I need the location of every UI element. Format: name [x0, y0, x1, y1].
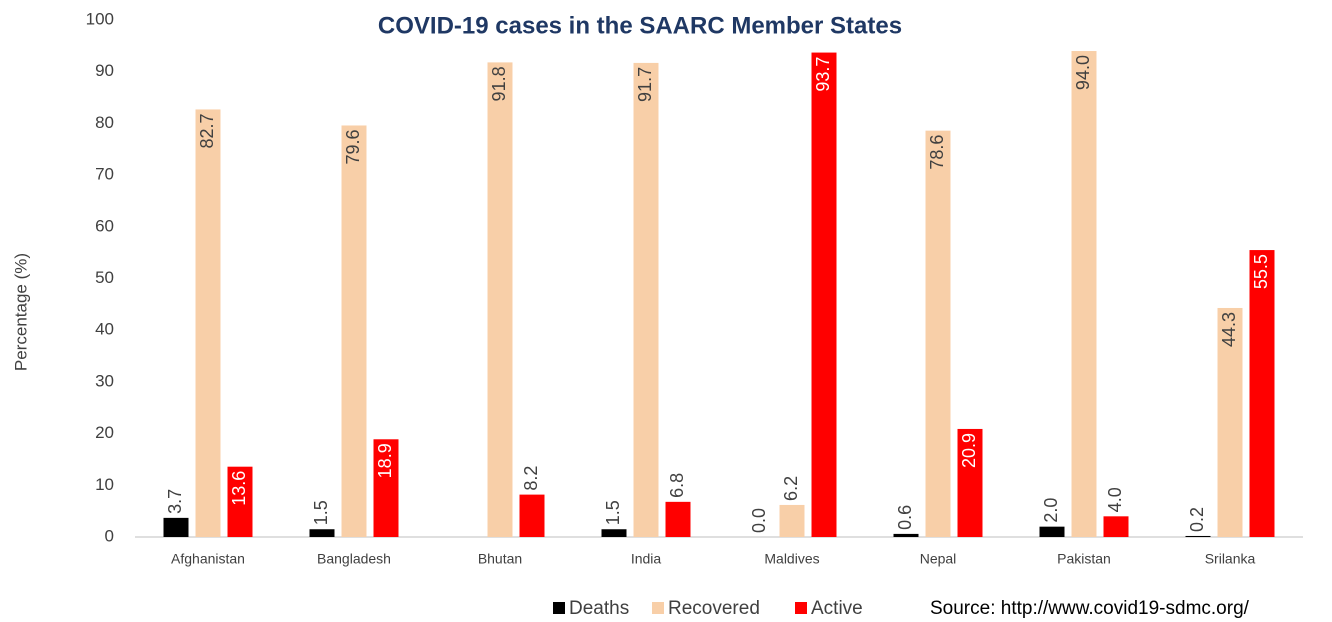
x-tick-label: Srilanka: [1205, 551, 1256, 567]
bar: [665, 501, 691, 537]
bar: [195, 109, 221, 537]
legend-swatch: [652, 602, 664, 614]
data-label: 1.5: [311, 500, 331, 525]
bar: [601, 529, 627, 537]
data-label: 20.9: [959, 433, 979, 468]
data-label: 0.0: [749, 508, 769, 533]
data-label: 4.0: [1105, 487, 1125, 512]
legend-swatch: [553, 602, 565, 614]
data-label: 78.6: [927, 135, 947, 170]
bar: [957, 428, 983, 537]
y-tick-label: 10: [95, 475, 114, 494]
bar: [309, 529, 335, 537]
x-tick-label: India: [631, 551, 662, 567]
data-label: 6.2: [781, 476, 801, 501]
bar: [893, 533, 919, 537]
chart-title: COVID-19 cases in the SAARC Member State…: [378, 12, 902, 39]
data-label: 0.2: [1187, 507, 1207, 532]
data-label: 2.0: [1041, 498, 1061, 523]
y-tick-label: 60: [95, 216, 114, 235]
data-label: 1.5: [603, 500, 623, 525]
bar: [227, 466, 253, 537]
y-axis-label: Percentage (%): [11, 253, 30, 371]
y-tick-label: 50: [95, 268, 114, 287]
x-tick-label: Maldives: [764, 551, 819, 567]
data-label: 6.8: [667, 473, 687, 498]
y-tick-label: 40: [95, 320, 114, 339]
legend-label: Deaths: [569, 598, 629, 619]
bar: [519, 494, 545, 537]
data-label: 93.7: [813, 57, 833, 92]
bar: [163, 517, 189, 537]
bar: [373, 439, 399, 537]
bar: [1249, 250, 1275, 537]
data-label: 91.7: [635, 67, 655, 102]
y-tick-label: 30: [95, 371, 114, 390]
y-tick-label: 20: [95, 423, 114, 442]
y-tick-label: 0: [105, 526, 114, 545]
bar: [779, 504, 805, 537]
bar: [1071, 51, 1097, 538]
x-tick-label: Bangladesh: [317, 551, 391, 567]
y-tick-label: 90: [95, 61, 114, 80]
x-tick-label: Nepal: [920, 551, 957, 567]
data-label: 91.8: [489, 66, 509, 101]
y-tick-label: 100: [86, 9, 114, 28]
data-label: 79.6: [343, 129, 363, 164]
legend-label: Recovered: [668, 598, 760, 619]
source: Source: http://www.covid19-sdmc.org/: [930, 598, 1250, 619]
bar: [1185, 535, 1211, 537]
bar: [1039, 526, 1065, 537]
bar: [1217, 307, 1243, 537]
x-tick-label: Bhutan: [478, 551, 522, 567]
data-label: 18.9: [375, 443, 395, 478]
y-tick-label: 70: [95, 165, 114, 184]
legend-label: Active: [811, 598, 863, 619]
bar: [341, 125, 367, 537]
bar: [925, 130, 951, 537]
bar: [1103, 516, 1129, 537]
data-label: 82.7: [197, 113, 217, 148]
x-tick-label: Afghanistan: [171, 551, 245, 567]
data-label: 94.0: [1073, 55, 1093, 90]
bar: [633, 62, 659, 537]
bar: [811, 52, 837, 538]
x-tick-label: Pakistan: [1057, 551, 1111, 567]
data-label: 8.2: [521, 466, 541, 491]
data-label: 55.5: [1251, 254, 1271, 289]
bar: [487, 62, 513, 537]
data-label: 44.3: [1219, 312, 1239, 347]
y-tick-label: 80: [95, 113, 114, 132]
legend-swatch: [795, 602, 807, 614]
data-label: 3.7: [165, 489, 185, 514]
data-label: 13.6: [229, 471, 249, 506]
data-label: 0.6: [895, 505, 915, 530]
